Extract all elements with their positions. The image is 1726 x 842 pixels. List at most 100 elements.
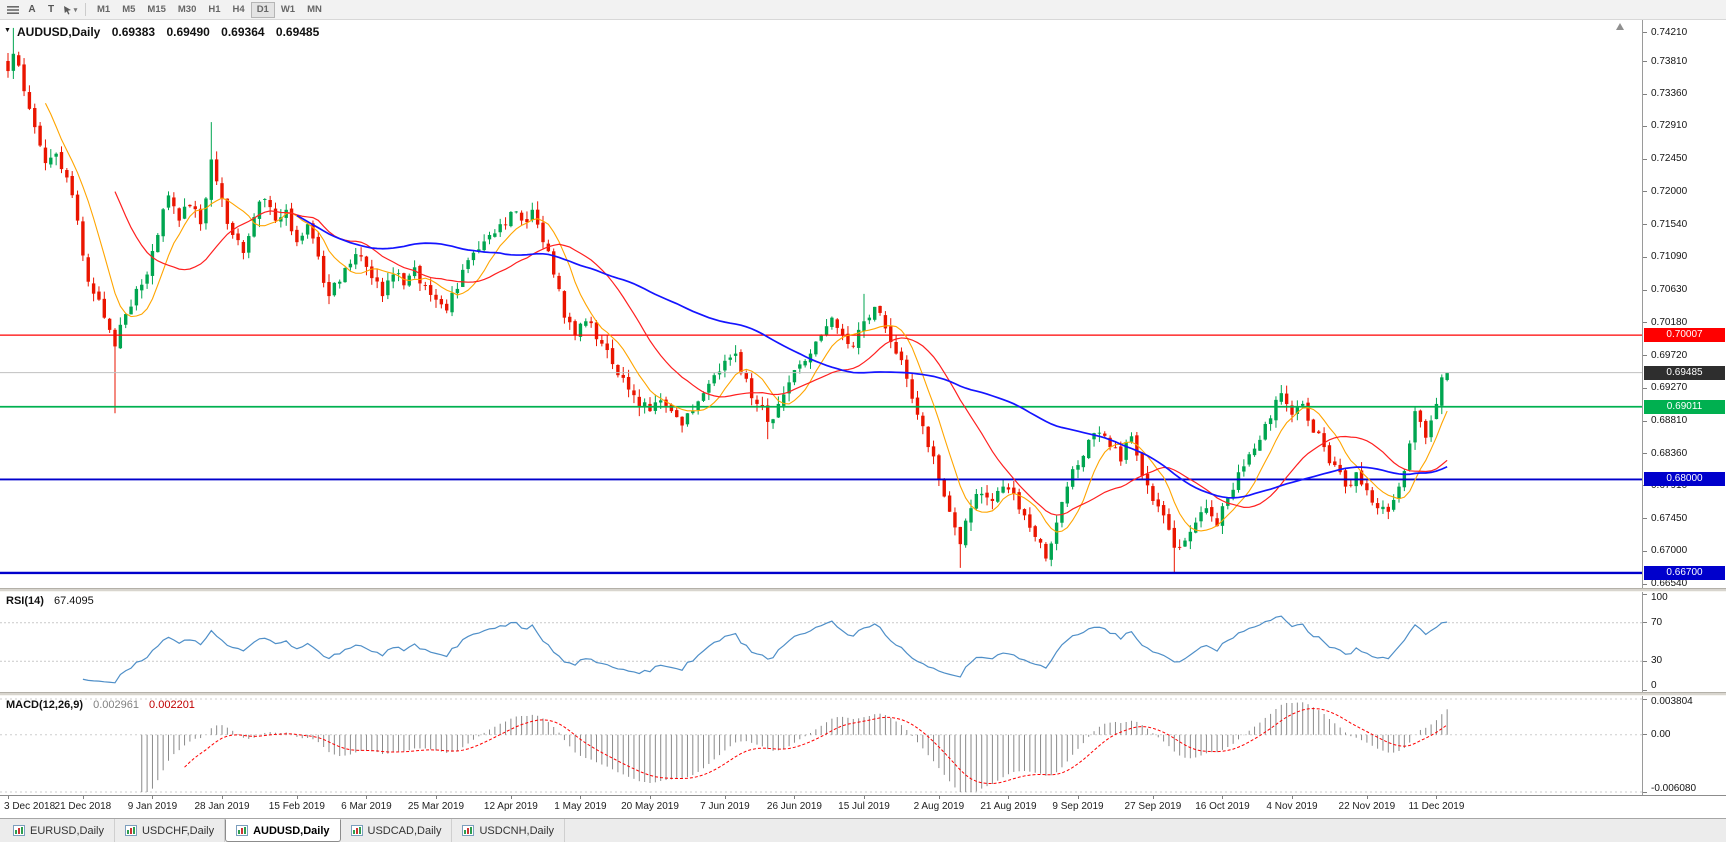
chart-tab-icon bbox=[13, 825, 25, 836]
date-label: 15 Jul 2019 bbox=[838, 801, 890, 812]
date-tick bbox=[1366, 796, 1368, 799]
date-label: 1 May 2019 bbox=[554, 801, 607, 812]
date-tick bbox=[864, 796, 865, 799]
macd-tick-label: 0.003804 bbox=[1651, 696, 1693, 707]
date-label: 28 Jan 2019 bbox=[194, 801, 250, 812]
price-tick bbox=[1643, 256, 1647, 258]
timeframe-button-mn[interactable]: MN bbox=[301, 2, 328, 18]
main-plot-area[interactable]: ▼ AUDUSD,Daily 0.69383 0.69490 0.69364 0… bbox=[0, 20, 1642, 588]
price-tick bbox=[1643, 387, 1647, 389]
price-tick bbox=[1643, 158, 1647, 160]
macd-panel: MACD(12,26,9) 0.002961 0.002201 0.003804… bbox=[0, 696, 1726, 795]
rsi-tick bbox=[1643, 689, 1647, 691]
timeframe-button-d1[interactable]: D1 bbox=[250, 1, 275, 18]
cursor-a-icon: A bbox=[28, 4, 36, 15]
date-label: 6 Mar 2019 bbox=[341, 801, 392, 812]
price-tick bbox=[1643, 32, 1647, 34]
macd-tick-label: 0.00 bbox=[1651, 728, 1671, 740]
price-tick bbox=[1643, 125, 1647, 127]
date-tick bbox=[222, 796, 223, 799]
date-tick bbox=[1292, 796, 1293, 799]
charts-menu-icon bbox=[7, 5, 19, 14]
chart-tab-usdchf[interactable]: USDCHF,Daily bbox=[115, 819, 226, 842]
price-tick bbox=[1643, 191, 1647, 193]
chart-tab-icon bbox=[350, 825, 363, 836]
price-axis[interactable]: 0.74210 0.73810 0.73360 0.72910 0.72450 0.720… bbox=[1642, 20, 1726, 588]
macd-name: MACD(12,26,9) bbox=[6, 699, 84, 711]
date-tick bbox=[152, 796, 154, 799]
date-label: 21 Aug 2019 bbox=[980, 801, 1037, 812]
date-label: 20 May 2019 bbox=[621, 801, 679, 812]
date-label: 12 Apr 2019 bbox=[483, 801, 538, 812]
date-label: 7 Jun 2019 bbox=[700, 801, 750, 812]
time-axis[interactable]: 3 Dec 2018 21 Dec 2018 9 Jan 2019 28 Jan 20… bbox=[0, 795, 1726, 818]
price-tick bbox=[1643, 61, 1647, 63]
timeframe-button-w1[interactable]: W1 bbox=[275, 2, 301, 18]
timeframe-button-m1[interactable]: M1 bbox=[91, 2, 116, 18]
panel-divider-rsi[interactable] bbox=[0, 588, 1726, 592]
rsi-plot-area[interactable]: RSI(14) 67.4095 bbox=[0, 592, 1642, 692]
text-t-icon: T bbox=[47, 4, 55, 15]
draw-tool-button[interactable]: ▾ bbox=[61, 2, 79, 18]
price-tick bbox=[1643, 453, 1647, 455]
hline-price-box: 0.70007 bbox=[1644, 328, 1725, 343]
price-tick-label: 0.71540 bbox=[1651, 218, 1688, 230]
price-tick-label: 0.74210 bbox=[1651, 26, 1688, 38]
rsi-panel: RSI(14) 67.4095 100 70 30 0 bbox=[0, 592, 1726, 692]
macd-signal-value: 0.002201 bbox=[149, 699, 195, 711]
macd-chart[interactable] bbox=[0, 696, 1642, 795]
macd-tick bbox=[1643, 734, 1647, 736]
date-tick bbox=[296, 796, 298, 799]
chart-toolbar: A T ▾ M1 M5 M15 M30 H1 H4 D1 W1 MN bbox=[0, 0, 1726, 20]
rsi-tick bbox=[1643, 622, 1647, 624]
price-tick-label: 0.72450 bbox=[1651, 153, 1688, 165]
chart-shift-marker[interactable] bbox=[1616, 23, 1624, 30]
date-tick bbox=[82, 796, 84, 799]
rsi-axis[interactable]: 100 70 30 0 bbox=[1642, 592, 1726, 692]
chart-tab-label: USDCHF,Daily bbox=[141, 824, 215, 837]
date-tick bbox=[938, 796, 940, 799]
ohlc-low: 0.69364 bbox=[221, 25, 265, 39]
chart-tab-usdcnh[interactable]: USDCNH,Daily bbox=[452, 819, 566, 842]
rsi-chart[interactable] bbox=[0, 592, 1642, 692]
date-tick bbox=[724, 796, 726, 799]
date-label: 22 Nov 2019 bbox=[1338, 801, 1396, 812]
price-tick bbox=[1643, 93, 1647, 95]
date-tick bbox=[1222, 796, 1224, 799]
date-tick bbox=[436, 796, 437, 799]
price-tick-label: 0.69720 bbox=[1651, 349, 1688, 361]
date-tick bbox=[1436, 796, 1438, 799]
text-tool-button[interactable]: T bbox=[42, 2, 60, 18]
timeframe-button-m15[interactable]: M15 bbox=[141, 2, 171, 18]
timeframe-button-m5[interactable]: M5 bbox=[116, 2, 141, 18]
date-label: 3 Dec 2018 bbox=[4, 801, 56, 812]
timeframe-button-h4[interactable]: H4 bbox=[227, 2, 251, 18]
timeframe-button-h1[interactable]: H1 bbox=[202, 2, 226, 18]
macd-tick-label: -0.006080 bbox=[1651, 783, 1697, 794]
rsi-tick-label: 100 bbox=[1651, 592, 1668, 603]
current-price-box: 0.69485 bbox=[1644, 365, 1725, 380]
cursor-tool-button[interactable]: A bbox=[23, 2, 41, 18]
charts-menu-button[interactable] bbox=[4, 2, 22, 18]
date-label: 26 Jun 2019 bbox=[766, 801, 822, 812]
price-tick-label: 0.66540 bbox=[1651, 578, 1688, 588]
macd-axis[interactable]: 0.003804 0.00 -0.006080 bbox=[1642, 696, 1726, 795]
one-click-trading-arrow[interactable]: ▼ bbox=[4, 27, 11, 34]
rsi-tick-label: 0 bbox=[1651, 680, 1657, 691]
panel-divider-macd[interactable] bbox=[0, 692, 1726, 696]
hline-price-box: 0.66700 bbox=[1644, 565, 1725, 580]
chart-tab-eurusd[interactable]: EURUSD,Daily bbox=[3, 819, 115, 842]
price-tick-label: 0.70180 bbox=[1651, 316, 1688, 328]
chart-tab-label: USDCAD,Daily bbox=[367, 824, 442, 837]
chart-tab-audusd[interactable]: AUDUSD,Daily bbox=[225, 819, 341, 842]
chart-tab-label: AUDUSD,Daily bbox=[253, 824, 330, 837]
price-tick bbox=[1643, 583, 1647, 585]
candlestick-chart[interactable] bbox=[0, 20, 1642, 588]
price-tick-label: 0.72000 bbox=[1651, 185, 1688, 197]
macd-plot-area[interactable]: MACD(12,26,9) 0.002961 0.002201 bbox=[0, 696, 1642, 795]
timeframe-button-m30[interactable]: M30 bbox=[172, 2, 202, 18]
date-tick bbox=[510, 796, 512, 799]
price-tick bbox=[1643, 322, 1647, 324]
chart-tab-usdcad[interactable]: USDCAD,Daily bbox=[341, 819, 453, 842]
date-tick bbox=[1078, 796, 1079, 799]
